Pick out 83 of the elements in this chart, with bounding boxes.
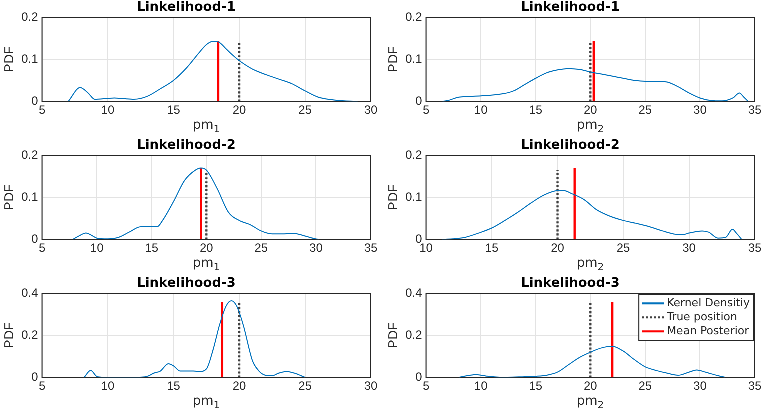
line-series — [72, 168, 320, 240]
y-tick-label: 0 — [32, 94, 39, 108]
line-series — [84, 300, 306, 378]
y-tick-label: 0.1 — [406, 52, 423, 66]
y-tick-label: 0.1 — [22, 52, 39, 66]
line-series — [442, 68, 749, 102]
x-tick-label: 35 — [748, 241, 762, 256]
x-tick-label: 25 — [298, 379, 312, 394]
x-tick-label: 35 — [748, 103, 762, 118]
x-tick-label: 10 — [90, 241, 104, 256]
y-tick-label: 0.2 — [22, 328, 39, 342]
x-tick-label: 5 — [38, 379, 46, 394]
x-tick-label: 30 — [364, 103, 378, 118]
x-tick-label: 15 — [529, 103, 543, 118]
x-tick-label: 25 — [616, 241, 631, 256]
y-axis-title: PDF — [385, 184, 400, 211]
x-tick-label: 25 — [638, 103, 652, 118]
legend-label: Kernel Densitiy — [667, 296, 750, 310]
y-axis-title: PDF — [385, 322, 400, 349]
x-tick-label: 20 — [551, 241, 565, 256]
x-tick-label: 30 — [364, 379, 378, 394]
y-tick-label: 0.2 — [406, 148, 423, 162]
x-tick-label: 5 — [422, 379, 430, 394]
x-tick-label: 30 — [310, 241, 324, 256]
x-tick-label: 20 — [584, 103, 598, 118]
line-series — [442, 190, 742, 240]
y-axis-title: PDF — [1, 184, 16, 211]
x-tick-label: 20 — [200, 241, 214, 256]
legend-label: True position — [666, 310, 738, 324]
x-tick-label: 35 — [364, 241, 378, 256]
legend-label: Mean Posterior — [667, 324, 750, 338]
y-tick-label: 0 — [32, 370, 39, 384]
y-tick-label: 0.1 — [22, 190, 39, 204]
chart-title: Linkelihood-2 — [137, 138, 236, 154]
x-tick-label: 20 — [232, 379, 247, 394]
x-axis-title: pm$_{2}$ — [576, 118, 606, 138]
x-tick-label: 15 — [167, 103, 181, 118]
y-tick-label: 0.2 — [406, 10, 423, 24]
x-tick-label: 20 — [584, 379, 598, 394]
x-axis-title: pm$_{1}$ — [192, 394, 222, 414]
x-axis-title: pm$_{1}$ — [192, 256, 222, 276]
x-tick-label: 10 — [101, 379, 116, 394]
chart-title: Linkelihood-3 — [521, 276, 620, 292]
x-tick-label: 15 — [529, 379, 543, 394]
x-tick-label: 5 — [422, 103, 430, 118]
x-tick-label: 30 — [694, 103, 708, 118]
x-tick-label: 35 — [748, 379, 762, 394]
chart-title: Linkelihood-3 — [137, 276, 236, 292]
x-tick-label: 25 — [298, 103, 312, 118]
chart-title: Linkelihood-2 — [521, 138, 620, 154]
x-tick-label: 30 — [694, 379, 708, 394]
y-tick-label: 0.2 — [22, 10, 39, 24]
x-tick-label: 10 — [101, 103, 116, 118]
x-tick-label: 20 — [232, 103, 247, 118]
x-tick-label: 25 — [638, 379, 652, 394]
chart-title: Linkelihood-1 — [137, 0, 236, 16]
y-tick-label: 0 — [416, 370, 423, 384]
x-tick-label: 30 — [682, 241, 696, 256]
line-series — [458, 346, 726, 378]
y-axis-title: PDF — [385, 46, 400, 73]
y-tick-label: 0.2 — [406, 328, 423, 342]
x-tick-label: 15 — [145, 241, 159, 256]
x-tick-label: 10 — [474, 103, 488, 118]
x-tick-label: 5 — [38, 103, 46, 118]
x-tick-label: 15 — [485, 241, 500, 256]
x-tick-label: 25 — [254, 241, 268, 256]
x-tick-label: 10 — [420, 241, 434, 256]
y-tick-label: 0.4 — [22, 286, 39, 300]
line-series — [68, 41, 358, 102]
y-tick-label: 0.2 — [22, 148, 39, 162]
y-tick-label: 0 — [416, 94, 423, 108]
chart-title: Linkelihood-1 — [521, 0, 620, 16]
y-tick-label: 0 — [32, 232, 39, 246]
y-axis-title: PDF — [1, 322, 16, 349]
y-tick-label: 0.4 — [406, 286, 423, 300]
x-tick-label: 5 — [38, 241, 46, 256]
y-tick-label: 0.1 — [406, 190, 423, 204]
x-axis-title: pm$_{2}$ — [576, 394, 606, 414]
y-axis-title: PDF — [1, 46, 16, 73]
x-tick-label: 10 — [474, 379, 488, 394]
x-axis-title: pm$_{1}$ — [192, 118, 222, 138]
x-axis-title: pm$_{2}$ — [576, 256, 606, 276]
x-tick-label: 15 — [167, 379, 181, 394]
